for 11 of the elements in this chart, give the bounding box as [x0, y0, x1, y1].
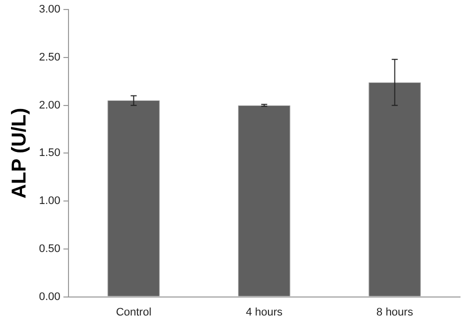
x-tick-label: 8 hours [376, 306, 414, 318]
y-tick-label: 2.50 [38, 52, 60, 64]
y-axis-title: ALP (U/L) [8, 108, 31, 199]
y-tick-label: 2.00 [38, 99, 60, 112]
x-tick-label: Control [116, 306, 152, 318]
x-tick-label: 4 hours [246, 306, 284, 318]
y-tick-label: 1.00 [38, 195, 60, 208]
y-tick-label: 3.00 [38, 4, 60, 16]
y-tick-label: 1.50 [38, 147, 60, 160]
y-tick-label: 0.50 [38, 242, 60, 255]
y-tick-label: 0.00 [38, 290, 60, 303]
